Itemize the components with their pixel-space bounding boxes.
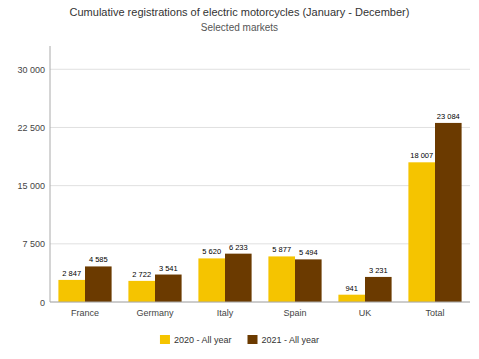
- bar: [268, 256, 295, 302]
- x-tick-label: Spain: [283, 308, 306, 318]
- legend: 2020 - All year 2021 - All year: [160, 335, 319, 345]
- x-axis-line: [50, 302, 470, 303]
- data-label: 18 007: [410, 151, 433, 160]
- bar: [435, 123, 462, 302]
- legend-label: 2020 - All year: [174, 335, 232, 345]
- bars: [58, 123, 461, 302]
- data-labels: 2 847 2 722 5 620 5 877 941 18 007 4 585 3 541 6…: [62, 112, 459, 293]
- x-tick-label: Germany: [136, 308, 174, 318]
- bar: [295, 259, 322, 302]
- legend-swatch: [248, 335, 258, 344]
- data-label: 3 231: [369, 266, 388, 275]
- bar: [85, 266, 112, 302]
- bar: [225, 254, 252, 302]
- data-label: 6 233: [229, 243, 248, 252]
- x-tick-label: Total: [425, 308, 444, 318]
- grid-line: [50, 302, 470, 303]
- x-tick-label: Italy: [217, 308, 234, 318]
- legend-item: 2020 - All year: [160, 335, 232, 345]
- data-label: 2 847: [62, 269, 81, 278]
- bar: [155, 275, 182, 302]
- legend-swatch: [160, 335, 170, 344]
- data-label: 941: [345, 284, 358, 293]
- y-tick-label: 7 500: [22, 239, 45, 249]
- data-label: 5 494: [299, 248, 318, 257]
- y-tick-label: 15 000: [17, 181, 45, 191]
- grid: [50, 69, 470, 302]
- data-label: 5 620: [202, 247, 221, 256]
- title: Cumulative registrations of electric mot…: [70, 6, 410, 18]
- legend-label: 2021 - All year: [262, 335, 320, 345]
- data-label: 4 585: [89, 255, 108, 264]
- data-label: 2 722: [132, 270, 151, 279]
- data-label: 23 084: [437, 112, 460, 121]
- subtitle: Selected markets: [201, 22, 278, 33]
- bar: [408, 162, 435, 302]
- x-tick-label: France: [71, 308, 99, 318]
- data-label: 5 877: [272, 245, 291, 254]
- grid-line: [50, 185, 470, 186]
- y-tick-label: 30 000: [17, 65, 45, 75]
- bar: [128, 281, 155, 302]
- bar: [58, 280, 85, 302]
- x-tick-label: UK: [359, 308, 372, 318]
- legend-item: 2021 - All year: [248, 335, 320, 345]
- bar: [338, 295, 365, 302]
- y-axis-line: [50, 46, 51, 302]
- y-tick-label: 22 500: [17, 123, 45, 133]
- bar: [365, 277, 392, 302]
- bar: [198, 258, 225, 302]
- grid-line: [50, 243, 470, 244]
- grid-line: [50, 127, 470, 128]
- y-tick-label: 0: [40, 298, 45, 308]
- grid-line: [50, 69, 470, 70]
- chart: Cumulative registrations of electric mot…: [0, 0, 479, 359]
- data-label: 3 541: [159, 264, 178, 273]
